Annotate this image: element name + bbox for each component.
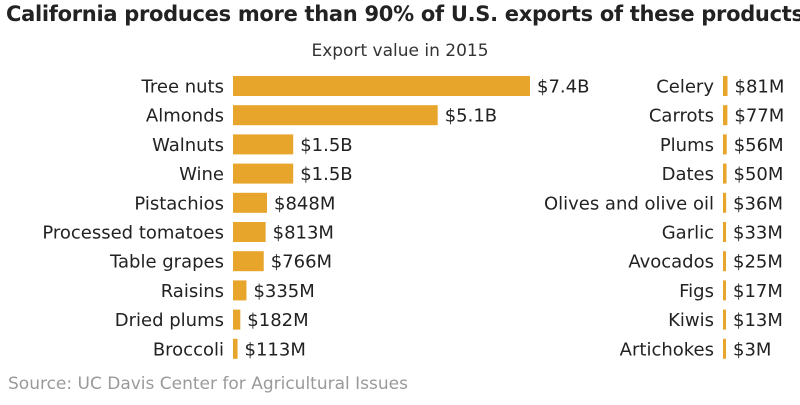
value-label: $7.4B (537, 77, 589, 98)
bar-right (723, 192, 727, 213)
bar (233, 251, 264, 272)
value-label: $1.5B (300, 135, 352, 156)
category-label-right: Celery (656, 77, 714, 98)
bar-right (723, 309, 726, 330)
category-label: Processed tomatoes (42, 223, 224, 244)
value-label: $5.1B (445, 106, 497, 127)
category-label: Walnuts (152, 135, 224, 156)
value-label-right: $56M (734, 135, 784, 156)
value-label: $182M (247, 310, 308, 331)
category-label: Dried plums (115, 310, 224, 331)
category-label-right: Olives and olive oil (544, 193, 714, 214)
bar (233, 338, 238, 359)
category-label-right: Plums (660, 135, 714, 156)
category-label: Broccoli (153, 339, 224, 360)
bar-right (723, 134, 727, 155)
value-label-right: $77M (734, 106, 784, 127)
value-label-right: $13M (733, 310, 783, 331)
value-label-right: $36M (733, 193, 783, 214)
bar (233, 280, 247, 301)
bar-right (723, 251, 726, 272)
category-label-right: Artichokes (620, 339, 714, 360)
value-label: $813M (273, 223, 334, 244)
bar (233, 309, 241, 330)
category-label-right: Dates (662, 164, 714, 185)
chart-subtitle: Export value in 2015 (311, 41, 489, 61)
bar-right (723, 280, 726, 301)
bar (233, 192, 268, 213)
value-label: $766M (271, 252, 332, 273)
category-label: Table grapes (109, 252, 224, 273)
chart-title: California produces more than 90% of U.S… (6, 2, 800, 26)
category-label: Tree nuts (141, 77, 224, 98)
value-label: $848M (274, 193, 335, 214)
value-label-right: $81M (735, 77, 785, 98)
value-label: $113M (245, 339, 306, 360)
bar-right (723, 222, 727, 242)
category-label-right: Garlic (662, 223, 714, 244)
bar-right (723, 105, 728, 126)
bar-right (723, 163, 727, 184)
value-label-right: $33M (733, 223, 783, 244)
category-label-right: Avocados (628, 252, 714, 273)
value-label: $335M (253, 281, 314, 302)
category-label: Almonds (146, 106, 224, 127)
category-label-right: Figs (679, 281, 714, 302)
bar (233, 163, 294, 184)
bar (233, 76, 530, 96)
value-label-right: $25M (733, 252, 783, 273)
bar-chart: Tree nuts $7.4B Almonds $5.1B Walnuts $1.5B Wi… (42, 76, 785, 360)
source-note: Source: UC Davis Center for Agricultural… (8, 374, 408, 394)
bar (233, 134, 294, 155)
category-label: Raisins (161, 281, 224, 302)
bar (233, 105, 438, 126)
category-label-right: Kiwis (668, 310, 714, 331)
bar-right (723, 76, 728, 96)
bar-right (723, 338, 726, 359)
value-label: $1.5B (300, 164, 352, 185)
value-label-right: $17M (733, 281, 783, 302)
category-label: Wine (179, 164, 224, 185)
category-label-right: Carrots (649, 106, 714, 127)
value-label-right: $50M (734, 164, 784, 185)
category-label: Pistachios (134, 193, 224, 214)
value-label-right: $3M (733, 339, 771, 360)
bar (233, 222, 266, 242)
